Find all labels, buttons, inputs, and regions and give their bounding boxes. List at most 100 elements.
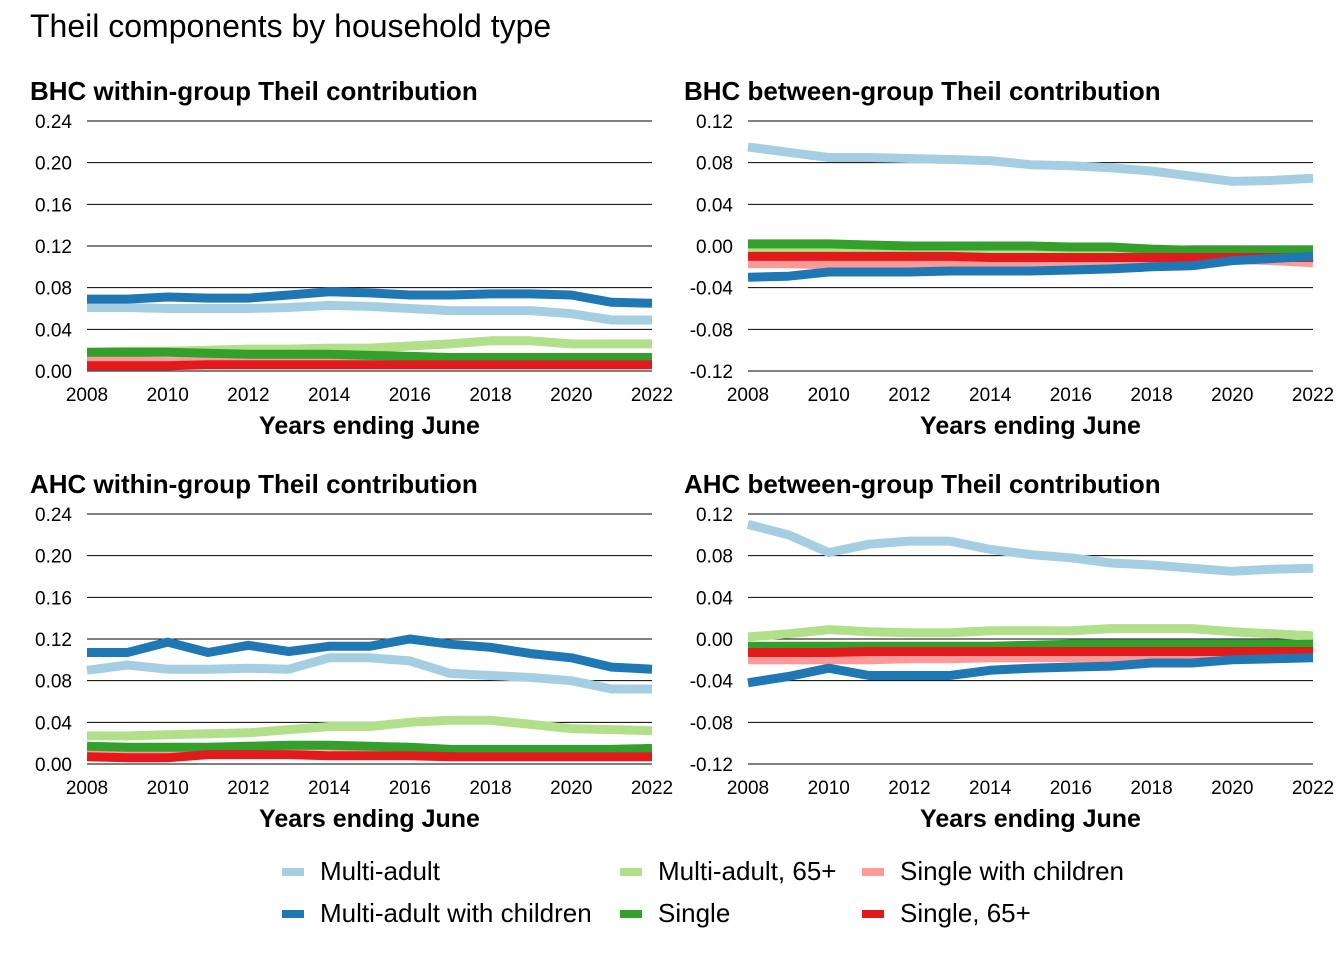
series-line-multi-adult xyxy=(747,142,1314,186)
panel-title: AHC between-group Theil contribution xyxy=(684,469,1161,499)
y-tick-label: 0.24 xyxy=(35,112,72,133)
y-tick-label: -0.04 xyxy=(690,672,734,693)
x-tick-label: 2018 xyxy=(1130,778,1172,799)
chart-panel-2: BHC between-group Theil contribution -0.1… xyxy=(684,76,1334,440)
legend-label: Single, 65+ xyxy=(900,898,1031,928)
series-line-single-65 xyxy=(748,251,1313,262)
x-tick-label: 2020 xyxy=(550,778,592,799)
chart-main-title: Theil components by household type xyxy=(30,8,552,44)
legend-label: Multi-adult with children xyxy=(320,898,592,928)
y-tick-label: 0.00 xyxy=(696,237,733,258)
y-tick-label: -0.04 xyxy=(690,279,734,300)
x-axis-label: Years ending June xyxy=(920,805,1141,833)
series-line-multi-adult-65 xyxy=(747,624,1314,642)
y-tick-label: 0.12 xyxy=(35,237,72,258)
series-line-single xyxy=(748,639,1313,651)
x-tick-label: 2016 xyxy=(389,385,431,406)
y-tick-label: 0.00 xyxy=(35,362,72,383)
x-tick-label: 2012 xyxy=(227,385,269,406)
y-tick-label: 0.20 xyxy=(35,154,72,175)
legend-label: Multi-adult, 65+ xyxy=(658,856,837,886)
series-line-multi-adult-with-children xyxy=(747,251,1314,282)
y-tick-label: -0.08 xyxy=(690,713,733,734)
y-tick-label: 0.00 xyxy=(35,755,72,776)
x-tick-label: 2012 xyxy=(888,385,930,406)
charts-canvas: BHC within-group Theil contribution 0.00 0… xyxy=(30,76,1334,833)
series-line-single xyxy=(87,347,652,362)
x-tick-label: 2014 xyxy=(969,778,1012,799)
legend-swatch xyxy=(862,909,884,918)
panel-title: BHC between-group Theil contribution xyxy=(684,76,1161,106)
x-tick-label: 2010 xyxy=(808,385,850,406)
legend-swatch xyxy=(862,867,884,876)
x-axis-label: Years ending June xyxy=(259,412,480,440)
panel-title: BHC within-group Theil contribution xyxy=(30,76,478,106)
y-tick-label: 0.12 xyxy=(696,112,733,133)
y-tick-label: 0.24 xyxy=(35,505,72,526)
panel-title: AHC within-group Theil contribution xyxy=(30,469,478,499)
x-tick-label: 2012 xyxy=(888,778,930,799)
y-tick-label: -0.12 xyxy=(690,755,733,776)
x-tick-label: 2008 xyxy=(727,385,769,406)
legend-item-single-65: Single, 65+ xyxy=(862,898,1031,929)
y-tick-label: 0.08 xyxy=(35,279,72,300)
series-line-multi-adult xyxy=(86,653,652,694)
legend-label: Single xyxy=(658,898,731,928)
legend-swatch xyxy=(620,867,642,876)
legend-item-single: Single xyxy=(620,898,730,929)
legend-swatch xyxy=(620,909,642,918)
series-line-single xyxy=(86,740,653,754)
series-line-multi-adult-65 xyxy=(87,715,653,741)
chart-panel-1: BHC within-group Theil contribution 0.00 0… xyxy=(30,76,673,440)
x-tick-label: 2022 xyxy=(1292,385,1334,406)
y-tick-label: 0.08 xyxy=(696,547,733,568)
legend-label: Multi-adult xyxy=(320,856,440,886)
y-tick-label: 0.16 xyxy=(35,588,72,609)
y-tick-label: 0.20 xyxy=(35,547,72,568)
series-line-multi-adult xyxy=(87,300,652,325)
x-tick-label: 2022 xyxy=(1292,778,1334,799)
y-tick-label: 0.04 xyxy=(696,195,733,216)
series-line-multi-adult-with-children xyxy=(87,287,653,308)
x-tick-label: 2014 xyxy=(308,385,351,406)
y-tick-label: 0.12 xyxy=(35,630,72,651)
y-tick-label: 0.04 xyxy=(35,320,72,341)
x-tick-label: 2010 xyxy=(808,778,850,799)
legend-item-multi-adult-with-children: Multi-adult with children xyxy=(282,898,592,929)
y-tick-label: -0.08 xyxy=(690,320,733,341)
y-tick-label: 0.16 xyxy=(35,195,72,216)
legend-swatch xyxy=(282,867,304,876)
legend-item-multi-adult: Multi-adult xyxy=(282,856,440,887)
x-tick-label: 2016 xyxy=(389,778,431,799)
y-tick-label: 0.12 xyxy=(696,505,733,526)
chart-panel-4: AHC between-group Theil contribution -0.1… xyxy=(684,469,1334,833)
x-axis-label: Years ending June xyxy=(259,805,480,833)
x-tick-label: 2020 xyxy=(550,385,592,406)
x-tick-label: 2010 xyxy=(147,385,189,406)
x-tick-label: 2016 xyxy=(1050,385,1092,406)
x-tick-label: 2008 xyxy=(66,385,108,406)
series-line-multi-adult-with-children xyxy=(87,634,653,674)
series-line-single xyxy=(748,239,1313,255)
x-axis-label: Years ending June xyxy=(920,412,1141,440)
x-tick-label: 2010 xyxy=(147,778,189,799)
series-line-multi-adult xyxy=(746,520,1314,576)
x-tick-label: 2008 xyxy=(727,778,769,799)
legend-item-multi-adult-65: Multi-adult, 65+ xyxy=(620,856,836,887)
x-tick-label: 2014 xyxy=(308,778,351,799)
x-tick-label: 2018 xyxy=(1130,385,1172,406)
x-tick-label: 2012 xyxy=(227,778,269,799)
y-tick-label: 0.08 xyxy=(35,672,72,693)
legend-item-single-with-children: Single with children xyxy=(862,856,1124,887)
legend-label: Single with children xyxy=(900,856,1125,886)
x-tick-label: 2022 xyxy=(631,385,673,406)
series-line-single-65 xyxy=(87,360,652,371)
y-tick-label: 0.04 xyxy=(696,588,733,609)
x-tick-label: 2008 xyxy=(66,778,108,799)
legend-swatch xyxy=(282,909,304,918)
y-tick-label: -0.12 xyxy=(690,362,733,383)
series-line-multi-adult-with-children xyxy=(747,653,1314,688)
y-tick-label: 0.04 xyxy=(35,713,72,734)
x-tick-label: 2016 xyxy=(1050,778,1092,799)
x-tick-label: 2020 xyxy=(1211,778,1253,799)
